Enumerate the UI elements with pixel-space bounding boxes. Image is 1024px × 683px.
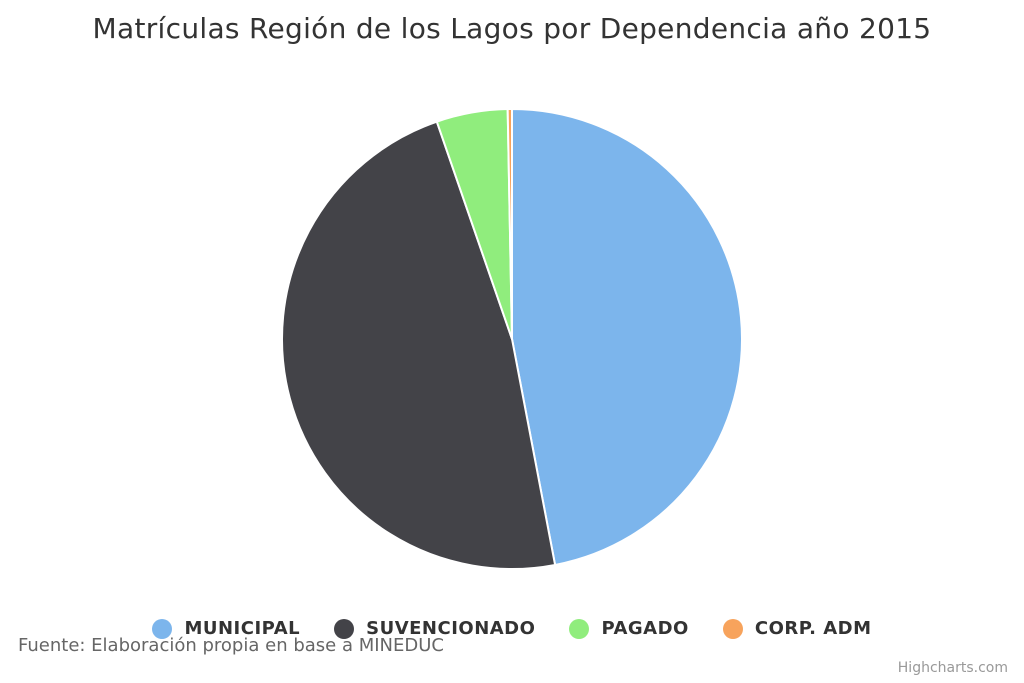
pie-slice-municipal[interactable]	[511, 108, 743, 566]
legend-label-suvencionado: SUVENCIONADO	[366, 618, 536, 639]
pie-slice-suvencionado[interactable]	[281, 120, 557, 570]
credits-link[interactable]: Highcharts.com	[897, 660, 1008, 676]
legend-symbol-pagado	[569, 618, 590, 639]
legend-item-municipal[interactable]: MUNICIPAL	[152, 618, 300, 639]
legend-label-municipal: MUNICIPAL	[184, 618, 301, 639]
pie-slice-corp-adm[interactable]	[506, 108, 513, 340]
chart-title: Matrículas Región de los Lagos por Depen…	[92, 12, 932, 45]
legend-symbol-suvencionado	[334, 618, 355, 639]
legend-label-pagado: PAGADO	[601, 618, 689, 639]
pie-slices	[281, 108, 743, 570]
legend-label-corp-adm: CORP. ADM	[754, 618, 872, 639]
legend-item-corp-adm[interactable]: CORP. ADM	[722, 618, 872, 639]
legend-symbol-corp-adm	[722, 618, 743, 639]
legend-symbol-municipal	[152, 618, 173, 639]
legend-item-pagado[interactable]: PAGADO	[569, 618, 688, 639]
source-note: Fuente: Elaboración propia en base a MIN…	[18, 635, 444, 656]
legend: MUNICIPAL SUVENCIONADO PAGADO CORP. ADM	[0, 618, 1024, 639]
legend-item-suvencionado[interactable]: SUVENCIONADO	[334, 618, 535, 639]
